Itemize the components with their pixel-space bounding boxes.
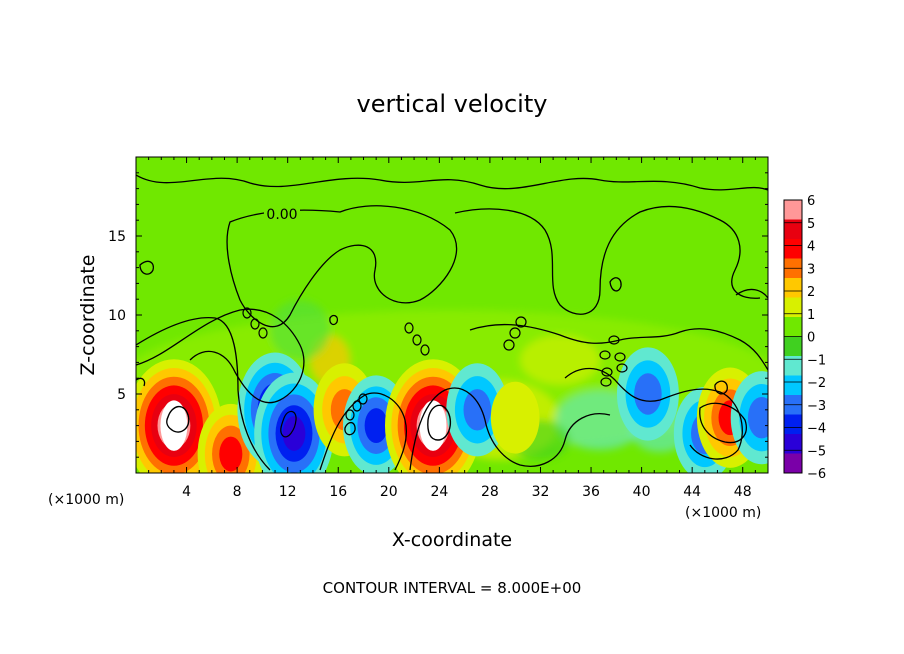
colorbar-swatch: [784, 434, 802, 454]
feature-level: [500, 395, 531, 440]
x-tick-label: 28: [481, 484, 499, 500]
colorbar-swatch: [784, 375, 802, 395]
x-tick-label: 40: [633, 484, 651, 500]
colorbar-swatch: [784, 200, 802, 220]
downdraft-cell: [730, 371, 768, 465]
feature-level: [634, 373, 662, 415]
colorbar-swatch: [784, 453, 802, 473]
colorbar-tick-label: 4: [807, 240, 815, 255]
colorbar-tick-label: −4: [807, 422, 826, 437]
colorbar-swatch: [784, 356, 802, 376]
colorbar-swatch: [784, 297, 802, 317]
downdraft-cell: [446, 363, 509, 457]
x-axis-tick-labels: 4 8 12 16 20 24 28 32 36 40 44 48: [182, 484, 752, 500]
colorbar-swatch: [784, 336, 802, 356]
y-axis-label: Z-coordinate: [77, 255, 99, 376]
colorbar-swatch: [784, 239, 802, 259]
colorbar-labels: 6 5 4 3 2 1 0 −1 −2 −3 −4 −5 −6: [807, 194, 826, 482]
x-tick-label: 44: [683, 484, 701, 500]
y-tick-label: 5: [117, 387, 126, 403]
colorbar: [783, 199, 803, 474]
y-axis-tick-labels: 5 10 15: [108, 229, 126, 403]
y-tick-label: 10: [108, 308, 126, 324]
colorbar-tick-label: 5: [807, 217, 815, 232]
colorbar-tick-label: 6: [807, 194, 815, 209]
plot-area: 0.00: [136, 157, 768, 473]
colorbar-tick-label: 0: [807, 331, 815, 346]
colorbar-swatch: [784, 317, 802, 337]
chart-title: vertical velocity: [357, 90, 548, 118]
colorbar-tick-label: 3: [807, 262, 815, 277]
y-axis-ticks: [136, 172, 768, 458]
downdraft-cell: [616, 347, 679, 441]
feature-core: [419, 400, 447, 451]
colorbar-tick-label: −5: [807, 444, 826, 459]
y-tick-label: 15: [108, 229, 126, 245]
updraft-cell: [136, 359, 222, 473]
feature-level: [282, 416, 306, 451]
x-tick-label: 24: [430, 484, 448, 500]
colorbar-tick-label: −2: [807, 376, 826, 391]
contour-label: 0.00: [266, 207, 297, 223]
colorbar-swatch: [784, 414, 802, 434]
x-tick-label: 16: [329, 484, 347, 500]
colorbar-swatch: [784, 278, 802, 298]
colorbar-tick-label: −3: [807, 399, 826, 414]
contour-label-group: 0.00: [264, 207, 300, 223]
feature-level: [747, 396, 768, 439]
feature-level: [219, 436, 243, 472]
colorbar-tick-label: 2: [807, 285, 815, 300]
x-tick-label: 48: [734, 484, 752, 500]
contour-interval-footer: CONTOUR INTERVAL = 8.000E+00: [323, 579, 582, 597]
updraft-cell: [490, 381, 540, 454]
x-tick-label: 20: [380, 484, 398, 500]
colorbar-swatch: [784, 219, 802, 239]
x-tick-label: 32: [532, 484, 550, 500]
x-unit-left: (×1000 m): [48, 492, 124, 508]
colorbar-tick-label: −6: [807, 467, 826, 482]
x-tick-label: 12: [279, 484, 297, 500]
colorbar-tick-label: 1: [807, 308, 815, 323]
feature-level: [463, 389, 492, 431]
x-tick-label: 4: [182, 484, 191, 500]
x-unit-right: (×1000 m): [685, 505, 761, 521]
x-tick-label: 8: [233, 484, 242, 500]
feature-core: [160, 400, 188, 451]
feature-level: [364, 408, 388, 444]
contour-ovals: [242, 307, 628, 421]
x-axis-ticks: [148, 157, 756, 473]
x-axis-label: X-coordinate: [392, 529, 512, 551]
zero-contours: [136, 174, 768, 471]
x-tick-label: 36: [582, 484, 600, 500]
colorbar-tick-label: −1: [807, 353, 826, 368]
